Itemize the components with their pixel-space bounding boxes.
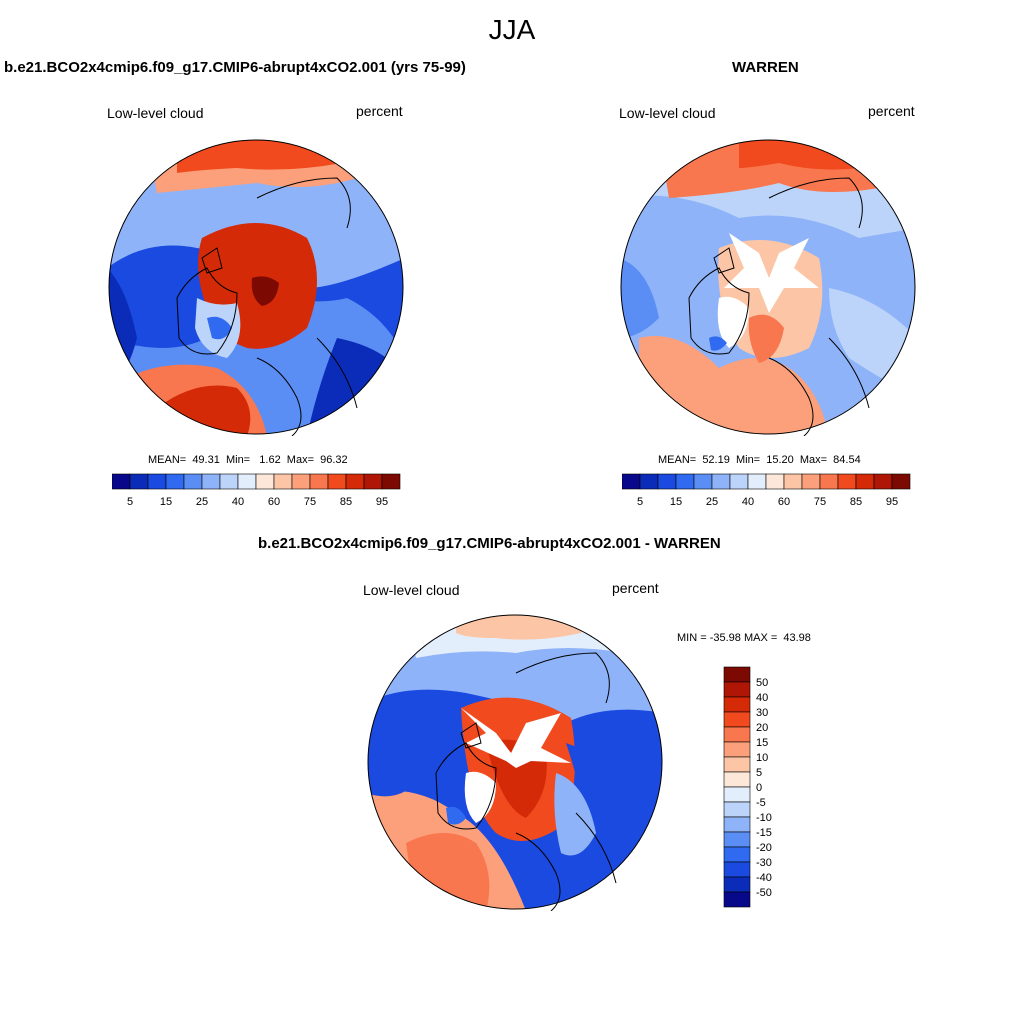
colorbar-swatch xyxy=(723,801,751,818)
colorbar-swatch xyxy=(255,473,275,490)
colorbar-swatch xyxy=(723,816,751,833)
colorbar-tick-label: 25 xyxy=(196,496,208,508)
colorbar-swatch xyxy=(237,473,257,490)
colorbar-tick-label: 85 xyxy=(340,496,352,508)
colorbar-tick-label: 10 xyxy=(756,752,768,764)
panel-title-case: b.e21.BCO2x4cmip6.f09_g17.CMIP6-abrupt4x… xyxy=(4,59,466,76)
colorbar-tick-label: 25 xyxy=(706,496,718,508)
colorbar-swatch xyxy=(201,473,221,490)
colorbar-swatch xyxy=(723,711,751,728)
colorbar-swatch xyxy=(723,681,751,698)
colorbar-swatch xyxy=(345,473,365,490)
colorbar-tick-label: 40 xyxy=(742,496,754,508)
colorbar-swatch xyxy=(273,473,293,490)
colorbar-swatch xyxy=(147,473,167,490)
colorbar-swatch xyxy=(183,473,203,490)
colorbar-swatch xyxy=(723,846,751,863)
units-label-obs: percent xyxy=(868,103,915,119)
colorbar-swatch xyxy=(327,473,347,490)
colorbar-swatch xyxy=(723,771,751,788)
colorbar-tick-label: 95 xyxy=(886,496,898,508)
colorbar-tick-label: -10 xyxy=(756,812,772,824)
colorbar-tick-label: 5 xyxy=(127,496,133,508)
colorbar-swatch xyxy=(129,473,149,490)
colorbar-tick-label: 5 xyxy=(756,767,762,779)
colorbar-swatch xyxy=(723,876,751,893)
colorbar-tick-label: 85 xyxy=(850,496,862,508)
colorbar-tick-label: -20 xyxy=(756,842,772,854)
colorbar-swatch xyxy=(801,473,821,490)
colorbar-swatch xyxy=(291,473,311,490)
colorbar-swatch xyxy=(639,473,659,490)
colorbar-swatch xyxy=(112,473,131,490)
colorbar-tick-label: 60 xyxy=(268,496,280,508)
colorbar-swatch xyxy=(723,696,751,713)
colorbar-swatch xyxy=(723,831,751,848)
variable-label-case: Low-level cloud xyxy=(107,105,204,121)
colorbar-swatch xyxy=(723,741,751,758)
panel-title-diff: b.e21.BCO2x4cmip6.f09_g17.CMIP6-abrupt4x… xyxy=(258,535,721,552)
colorbar-swatch xyxy=(819,473,839,490)
colorbar-tick-label: -5 xyxy=(756,797,766,809)
colorbar-tick-label: -15 xyxy=(756,827,772,839)
colorbar-tick-label: 30 xyxy=(756,707,768,719)
colorbar-swatch xyxy=(891,473,911,490)
colorbar-tick-label: 75 xyxy=(814,496,826,508)
colorbar-tick-label: 5 xyxy=(637,496,643,508)
colorbar-swatch xyxy=(675,473,695,490)
colorbar-tick-label: 75 xyxy=(304,496,316,508)
colorbar-swatch xyxy=(723,786,751,803)
colorbar-tick-label: 40 xyxy=(756,692,768,704)
colorbar-swatch xyxy=(723,726,751,743)
colorbar-tick-label: 50 xyxy=(756,677,768,689)
colorbar-swatch xyxy=(747,473,767,490)
colorbar-swatch xyxy=(622,473,641,490)
variable-label-diff: Low-level cloud xyxy=(363,582,460,598)
colorbar-swatch xyxy=(783,473,803,490)
colorbar-swatch xyxy=(657,473,677,490)
colorbar-tick-label: 95 xyxy=(376,496,388,508)
colorbar-swatch xyxy=(855,473,875,490)
colorbar-swatch xyxy=(723,861,751,878)
colorbar-swatch xyxy=(309,473,329,490)
colorbar-tick-label: -50 xyxy=(756,887,772,899)
colorbar-obs: 5 15 25 40 60 75 85 95 xyxy=(622,473,911,508)
colorbar-tick-label: 0 xyxy=(756,782,762,794)
colorbar-tick-label: -30 xyxy=(756,857,772,869)
units-label-case: percent xyxy=(356,103,403,119)
polar-map-diff xyxy=(367,614,663,911)
colorbar-tick-label: 20 xyxy=(756,722,768,734)
colorbar-swatch xyxy=(765,473,785,490)
colorbar-swatch xyxy=(723,666,751,683)
colorbar-tick-label: 60 xyxy=(778,496,790,508)
stats-obs: MEAN= 52.19 Min= 15.20 Max= 84.54 xyxy=(658,454,861,466)
stats-case: MEAN= 49.31 Min= 1.62 Max= 96.32 xyxy=(148,454,348,466)
figure-title: JJA xyxy=(488,14,536,45)
colorbar-swatch xyxy=(729,473,749,490)
colorbar-tick-label: 15 xyxy=(756,737,768,749)
colorbar-swatch xyxy=(165,473,185,490)
colorbar-swatch xyxy=(711,473,731,490)
colorbar-tick-label: -40 xyxy=(756,872,772,884)
polar-map-obs xyxy=(620,139,916,436)
colorbar-swatch xyxy=(219,473,239,490)
stats-diff: MIN = -35.98 MAX = 43.98 xyxy=(677,632,811,644)
colorbar-swatch xyxy=(837,473,857,490)
colorbar-tick-label: 15 xyxy=(160,496,172,508)
colorbar-swatch xyxy=(363,473,383,490)
polar-map-case xyxy=(108,139,404,436)
variable-label-obs: Low-level cloud xyxy=(619,105,716,121)
colorbar-swatch xyxy=(693,473,713,490)
colorbar-swatch xyxy=(873,473,893,490)
colorbar-case: 5 15 25 40 60 75 85 95 xyxy=(112,473,401,508)
colorbar-swatch xyxy=(381,473,401,490)
colorbar-tick-label: 15 xyxy=(670,496,682,508)
panel-title-obs: WARREN xyxy=(732,59,799,76)
units-label-diff: percent xyxy=(612,580,659,596)
colorbar-tick-label: 40 xyxy=(232,496,244,508)
colorbar-swatch xyxy=(723,756,751,773)
colorbar-swatch xyxy=(723,891,751,908)
